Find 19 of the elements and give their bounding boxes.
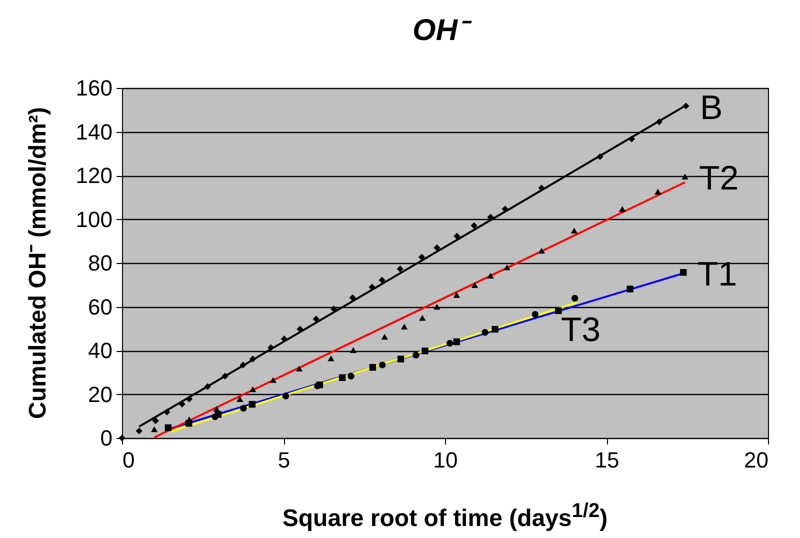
y-tick-label: 160 — [76, 76, 112, 100]
series-label: T3 — [560, 311, 601, 350]
y-tick-label: 80 — [88, 250, 112, 276]
y-tick-label: 100 — [76, 206, 112, 232]
x-tick-label: 0 — [122, 448, 135, 472]
x-tick-label: 10 — [433, 448, 458, 472]
y-tick-label: 20 — [88, 382, 112, 407]
chart-title: OH⁻ — [412, 13, 473, 49]
y-tick-label: 60 — [88, 294, 112, 320]
series-label: B — [700, 88, 723, 127]
x-axis-title: Square root of time (days$^{1/2}$) — [281, 500, 609, 533]
y-tick-label: 140 — [76, 119, 112, 144]
x-tick-label: 5 — [278, 448, 290, 472]
y-tick-label: 0 — [100, 426, 112, 450]
y-tick-label: 40 — [88, 338, 112, 363]
x-tick-label: 20 — [744, 448, 768, 472]
y-tick-label: 120 — [76, 163, 112, 188]
y-axis-title: Cumulated OH⁻ (mmol/dm²) — [24, 107, 52, 419]
x-tick-label: 15 — [594, 448, 620, 472]
